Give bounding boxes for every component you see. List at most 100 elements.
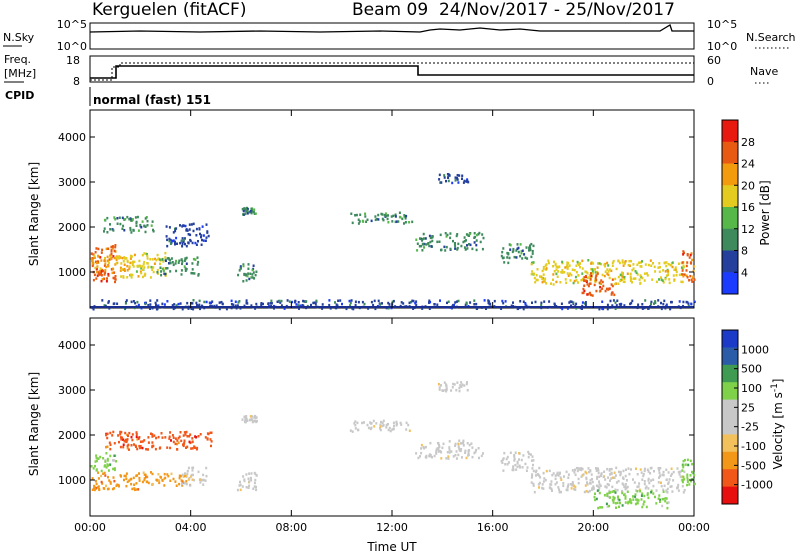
velocity-region-7 xyxy=(349,419,411,433)
power-ytick-label: 2000 xyxy=(58,221,86,234)
velocity-colorbar-label: Velocity [m s-1] xyxy=(770,379,785,470)
power-colorbar-tick-label: 4 xyxy=(741,266,748,279)
power-panel-marks xyxy=(90,173,696,311)
power-region-5 xyxy=(165,222,210,248)
power-colorbar-tick-label: 28 xyxy=(741,136,755,149)
velocity-colorbar-swatch xyxy=(722,469,738,488)
velocity-panel: 1000 2000 3000 4000 00:00 04:00 08:00 12:00 16:… xyxy=(27,317,710,534)
power-colorbar-label: Power [dB] xyxy=(758,180,772,245)
power-region-10 xyxy=(438,173,470,185)
velocity-xtick-label: 08:00 xyxy=(275,521,307,534)
power-colorbar-tick-label: 8 xyxy=(741,245,748,258)
velocity-colorbar-swatch xyxy=(722,330,738,348)
power-x-axis xyxy=(89,110,695,308)
velocity-colorbar-swatch xyxy=(722,434,738,453)
freq-label-line1: Freq. xyxy=(4,53,31,66)
beam-date-title: Beam 09 24/Nov/2017 - 25/Nov/2017 xyxy=(352,0,675,20)
nsky-label: N.Sky xyxy=(3,31,35,44)
velocity-colorbar-tick-label: -1000 xyxy=(741,479,773,492)
power-colorbar-swatch xyxy=(722,272,738,295)
velocity-xtick-label: 00:00 xyxy=(678,521,710,534)
power-colorbar-swatch xyxy=(722,120,738,143)
power-colorbar-tick-label: 16 xyxy=(741,201,755,214)
freq-panel-frame xyxy=(89,55,695,83)
nsky-left-tick-bottom: 10^0 xyxy=(57,40,87,53)
power-region-7 xyxy=(241,206,257,216)
freq-label-line2: [MHz] xyxy=(4,67,36,80)
velocity-xtick-label: 00:00 xyxy=(74,521,106,534)
power-region-11 xyxy=(500,242,535,265)
power-ytick-label: 4000 xyxy=(58,131,86,144)
velocity-region-8 xyxy=(415,439,484,460)
power-region-6 xyxy=(237,263,258,283)
freq-trace xyxy=(90,65,694,79)
power-colorbar-tick-label: 20 xyxy=(741,179,755,192)
power-colorbar-swatch xyxy=(722,207,738,230)
freq-left-tick-top: 18 xyxy=(66,54,80,67)
power-ytick-label: 3000 xyxy=(58,176,86,189)
power-panel: 1000 2000 3000 4000 Slant Range [km] xyxy=(27,109,696,311)
velocity-ytick-label: 1000 xyxy=(58,474,86,487)
velocity-colorbar-tick-label: 25 xyxy=(741,401,755,414)
velocity-colorbar-frame xyxy=(721,329,739,505)
nsky-right-tick-bottom: 10^0 xyxy=(707,40,737,53)
nave-label: Nave xyxy=(750,65,778,78)
power-region-8 xyxy=(350,211,414,225)
cpid-mode-text: normal (fast) 151 xyxy=(93,93,211,107)
station-title: Kerguelen (fitACF) xyxy=(92,0,246,20)
freq-left-tick-bottom: 8 xyxy=(73,75,80,88)
velocity-region-6 xyxy=(241,414,258,424)
velocity-region-10 xyxy=(500,450,535,473)
velocity-region-12 xyxy=(593,489,670,510)
power-colorbar-swatch xyxy=(722,228,738,251)
velocity-y-axis: 1000 2000 3000 4000 xyxy=(58,339,694,487)
velocity-panel-marks xyxy=(90,381,696,510)
nsky-left-tick-top: 10^5 xyxy=(57,18,87,31)
power-colorbar-swatch xyxy=(722,250,738,273)
cpid-label: CPID xyxy=(5,89,34,102)
velocity-ytick-label: 3000 xyxy=(58,384,86,397)
velocity-colorbar-tick-label: -100 xyxy=(741,440,766,453)
velocity-region-1 xyxy=(91,471,141,492)
velocity-colorbar-tick-label: -25 xyxy=(741,421,759,434)
power-region-2 xyxy=(103,215,155,234)
power-region-4 xyxy=(156,256,200,277)
velocity-ytick-label: 2000 xyxy=(58,429,86,442)
nsearch-label: N.Search xyxy=(746,31,796,44)
nsky-trace xyxy=(89,24,694,33)
power-y-axis: 1000 2000 3000 4000 xyxy=(58,131,694,279)
velocity-colorbar-tick-label: 100 xyxy=(741,382,762,395)
velocity-x-axis: 00:00 04:00 08:00 12:00 16:00 20:00 00:00 xyxy=(74,318,710,534)
x-axis-title: Time UT xyxy=(366,540,417,554)
power-colorbar: 4 8 12 16 20 24 28 xyxy=(721,119,755,295)
nave-right-tick-bottom: 0 xyxy=(707,75,714,88)
power-colorbar-swatch xyxy=(722,163,738,186)
velocity-colorbar-swatch xyxy=(722,486,738,505)
velocity-xtick-label: 04:00 xyxy=(175,521,207,534)
velocity-region-11 xyxy=(530,466,686,494)
velocity-colorbar-tick-label: 1000 xyxy=(741,343,769,356)
power-region-14 xyxy=(681,250,696,283)
velocity-colorbar-swatch xyxy=(722,399,738,418)
velocity-region-3 xyxy=(141,471,192,487)
nsky-panel-frame xyxy=(89,22,695,50)
power-region-0 xyxy=(90,244,117,284)
velocity-region-0 xyxy=(90,452,118,473)
power-colorbar-swatch xyxy=(722,141,738,164)
velocity-region-2 xyxy=(105,430,213,451)
power-region-9 xyxy=(415,231,485,252)
power-y-axis-label: Slant Range [km] xyxy=(27,162,41,266)
power-ytick-label: 1000 xyxy=(58,266,86,279)
velocity-xtick-label: 16:00 xyxy=(477,521,509,534)
velocity-ytick-label: 4000 xyxy=(58,339,86,352)
velocity-region-9 xyxy=(437,381,469,393)
power-colorbar-tick-label: 24 xyxy=(741,158,755,171)
power-region-15 xyxy=(91,299,696,311)
velocity-region-13 xyxy=(681,458,696,487)
nave-right-tick-top: 60 xyxy=(707,54,721,67)
power-region-3 xyxy=(115,251,167,279)
power-panel-frame xyxy=(89,109,695,309)
power-region-13 xyxy=(581,272,616,297)
velocity-region-5 xyxy=(236,471,258,492)
power-colorbar-swatch xyxy=(722,185,738,208)
